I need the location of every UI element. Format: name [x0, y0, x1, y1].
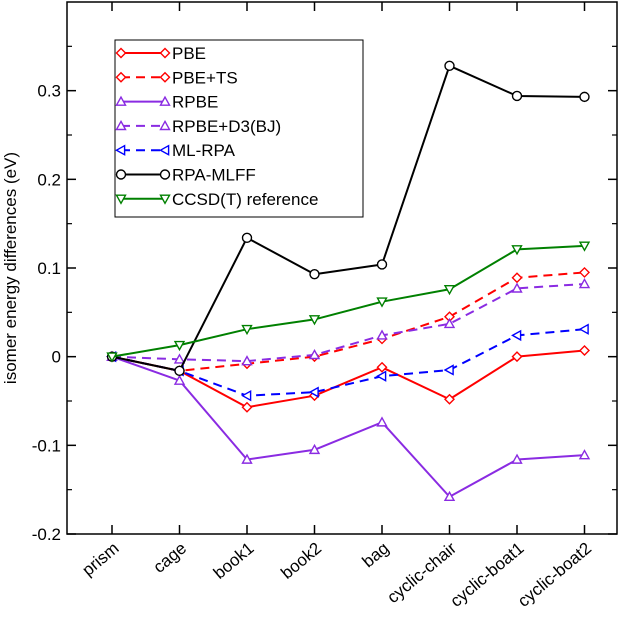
data-point: [376, 329, 388, 340]
y-axis: -0.2 -0.1 0 0.1 0.2 0.3: [32, 45, 617, 544]
legend-entry-pbe-ts: PBE+TS: [115, 68, 238, 87]
y-tick-label: 0: [52, 348, 61, 367]
data-point: [241, 232, 253, 244]
data-point: [376, 259, 388, 270]
legend-marker: [115, 144, 126, 156]
legend: PBE PBE+TS RPBE RPBE+D3(BJ) ML-RPA RPA-MLFF CC…: [114, 39, 364, 218]
data-point: [241, 389, 252, 402]
legend-marker: [115, 194, 127, 205]
legend-label: RPBE+D3(BJ): [172, 117, 281, 136]
data-point: [106, 352, 118, 363]
legend-marker: [159, 47, 171, 59]
x-tick-label: bag: [359, 539, 393, 572]
data-point: [578, 449, 591, 460]
legend-marker: [115, 95, 127, 106]
data-point: [241, 401, 253, 413]
series-line-pbe: [111, 349, 585, 409]
legend-marker: [115, 169, 127, 180]
data-point: [578, 241, 591, 252]
data-point: [376, 297, 388, 308]
y-tick-label: 0.3: [37, 82, 61, 101]
data-point: [511, 282, 523, 293]
data-point: [308, 386, 319, 398]
data-point: [443, 364, 454, 376]
y-tick-label: -0.2: [32, 525, 61, 544]
y-axis-label: isomer energy differences (eV): [1, 152, 20, 384]
data-point: [308, 443, 321, 455]
data-point: [511, 351, 523, 363]
series-line-rpa-mlff: [111, 64, 585, 372]
data-point: [579, 266, 590, 278]
data-point: [579, 91, 590, 103]
x-tick-label: cyclic-boat1: [447, 539, 528, 611]
legend-label: PBE: [172, 44, 206, 63]
series-ccsd-t-reference: [106, 241, 591, 363]
legend-entry-pbe: PBE: [115, 44, 206, 63]
x-tick-label: book1: [210, 539, 258, 583]
legend-label: PBE+TS: [172, 68, 238, 87]
legend-entry-rpa-mlff: RPA-MLFF: [115, 166, 256, 185]
data-point: [173, 340, 186, 352]
data-point: [511, 329, 522, 342]
x-tick-label: prism: [79, 539, 123, 580]
x-tick-label: book2: [277, 539, 325, 583]
data-point: [376, 370, 387, 382]
data-point: [443, 284, 456, 296]
legend-label: RPBE: [172, 93, 218, 112]
data-point: [241, 324, 253, 336]
series-layer: [106, 60, 591, 502]
legend-marker: [159, 169, 171, 180]
data-point: [376, 361, 388, 373]
series-line-rpbe: [111, 355, 585, 498]
data-point: [241, 453, 253, 464]
data-point: [443, 317, 456, 329]
data-point: [578, 323, 589, 335]
legend-marker: [159, 71, 171, 83]
data-point: [444, 393, 455, 405]
legend-box: [114, 39, 364, 218]
legend-entry-ml-rpa: ML-RPA: [115, 141, 236, 160]
data-point: [308, 315, 321, 326]
legend-marker: [159, 119, 171, 131]
series-line-ml-rpa: [111, 328, 585, 397]
legend-label: RPA-MLFF: [172, 166, 256, 185]
data-point: [173, 353, 186, 364]
legend-marker: [115, 71, 127, 83]
legend-marker: [159, 95, 171, 106]
legend-marker: [115, 47, 127, 59]
data-point: [511, 272, 523, 284]
data-point: [309, 269, 320, 280]
data-point: [308, 348, 321, 360]
data-point: [578, 278, 591, 289]
data-point: [444, 60, 455, 72]
legend-entry-ccsd-t-reference: CCSD(T) reference: [115, 190, 318, 209]
legend-marker: [115, 119, 127, 131]
legend-label: CCSD(T) reference: [172, 190, 318, 209]
legend-marker: [159, 144, 170, 156]
y-tick-label: 0.2: [37, 170, 61, 189]
y-tick-label: -0.1: [32, 436, 61, 455]
data-point: [511, 90, 523, 102]
legend-entry-rpbe-d3-bj: RPBE+D3(BJ): [115, 117, 281, 136]
legend-entry-rpbe: RPBE: [115, 93, 218, 112]
series-line-rpbe-d3-bj: [111, 282, 585, 363]
data-point: [443, 490, 456, 502]
data-point: [511, 453, 523, 464]
data-point: [173, 374, 186, 385]
series-line-pbe-ts: [111, 271, 585, 372]
x-tick-label: cage: [150, 539, 190, 577]
data-point: [376, 416, 388, 427]
legend-marker: [159, 194, 171, 205]
data-point: [511, 245, 523, 256]
x-tick-label: cyclic-boat2: [514, 539, 595, 611]
legend-label: ML-RPA: [172, 141, 236, 160]
data-point: [174, 365, 185, 377]
series-line-ccsd-t-reference: [111, 244, 585, 358]
data-point: [241, 355, 253, 366]
data-point: [579, 344, 590, 356]
y-tick-label: 0.1: [37, 259, 61, 278]
